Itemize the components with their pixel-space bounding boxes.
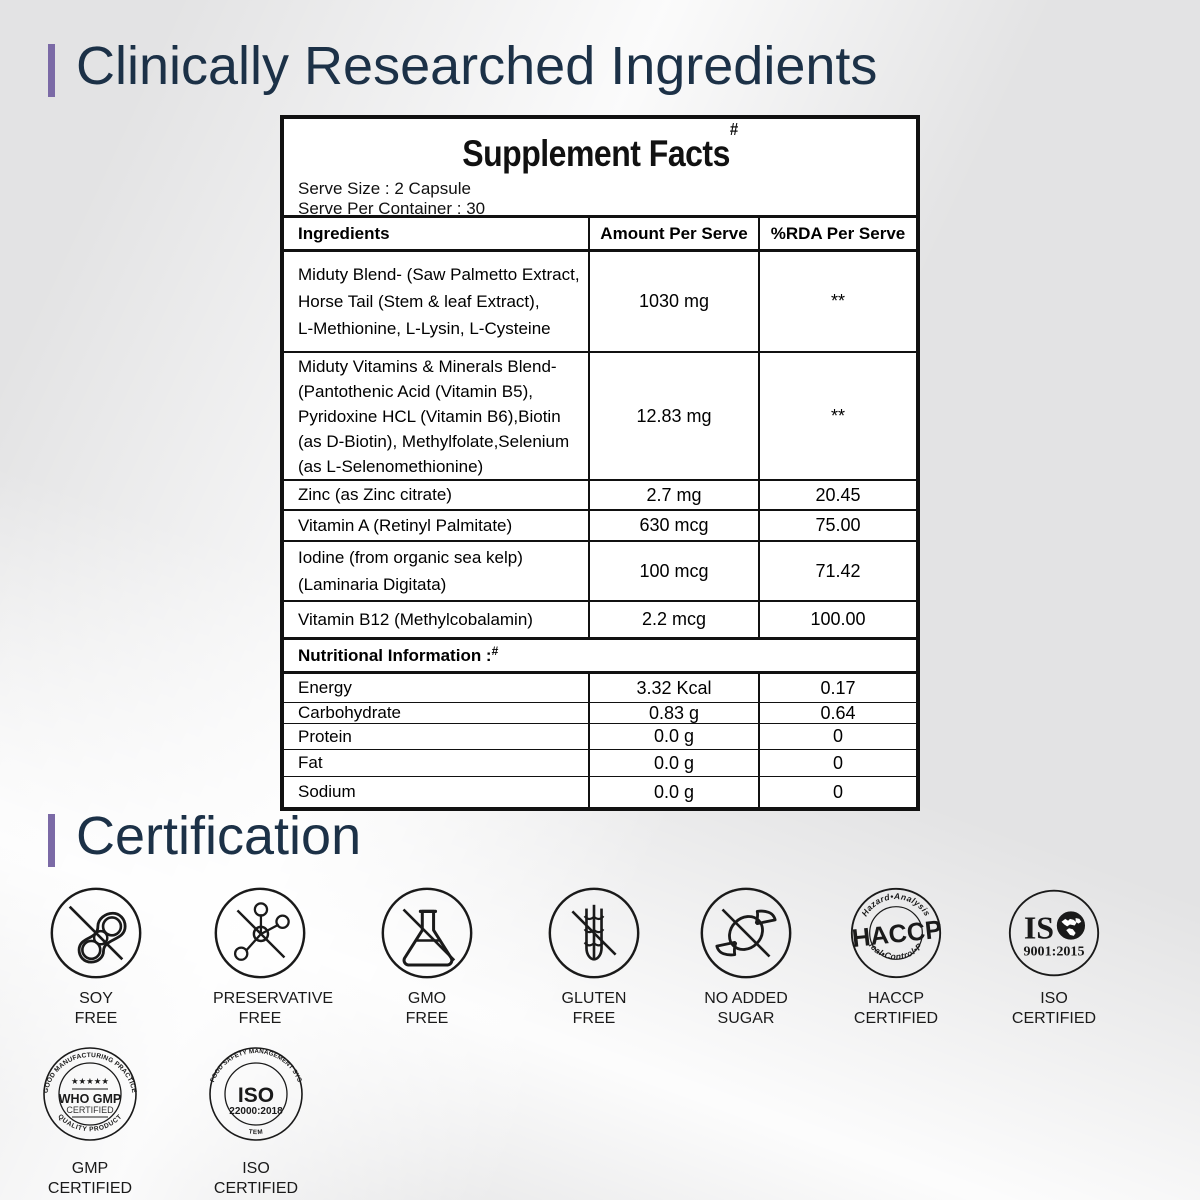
svg-text:WHO GMP: WHO GMP (59, 1092, 122, 1106)
svg-text:IS: IS (1024, 911, 1054, 946)
svg-text:ISO: ISO (238, 1084, 274, 1107)
svg-text:9001:2015: 9001:2015 (1023, 944, 1084, 960)
svg-text:QUALITY PRODUCT: QUALITY PRODUCT (56, 1113, 123, 1133)
svg-text:HACCP: HACCP (851, 916, 943, 953)
svg-text:Hazard•Analysis: Hazard•Analysis (859, 891, 932, 918)
svg-text:22000:2018: 22000:2018 (229, 1106, 283, 1117)
svg-text:★★★★★: ★★★★★ (71, 1076, 109, 1086)
svg-text:FOOD SAFETY MANAGEMENT SYS: FOOD SAFETY MANAGEMENT SYS (209, 1048, 303, 1083)
svg-text:TEM: TEM (248, 1128, 263, 1136)
svg-text:CERTIFIED: CERTIFIED (66, 1105, 114, 1115)
svg-text:GOOD MANUFACTURING PRACTICE: GOOD MANUFACTURING PRACTICE (43, 1052, 138, 1094)
